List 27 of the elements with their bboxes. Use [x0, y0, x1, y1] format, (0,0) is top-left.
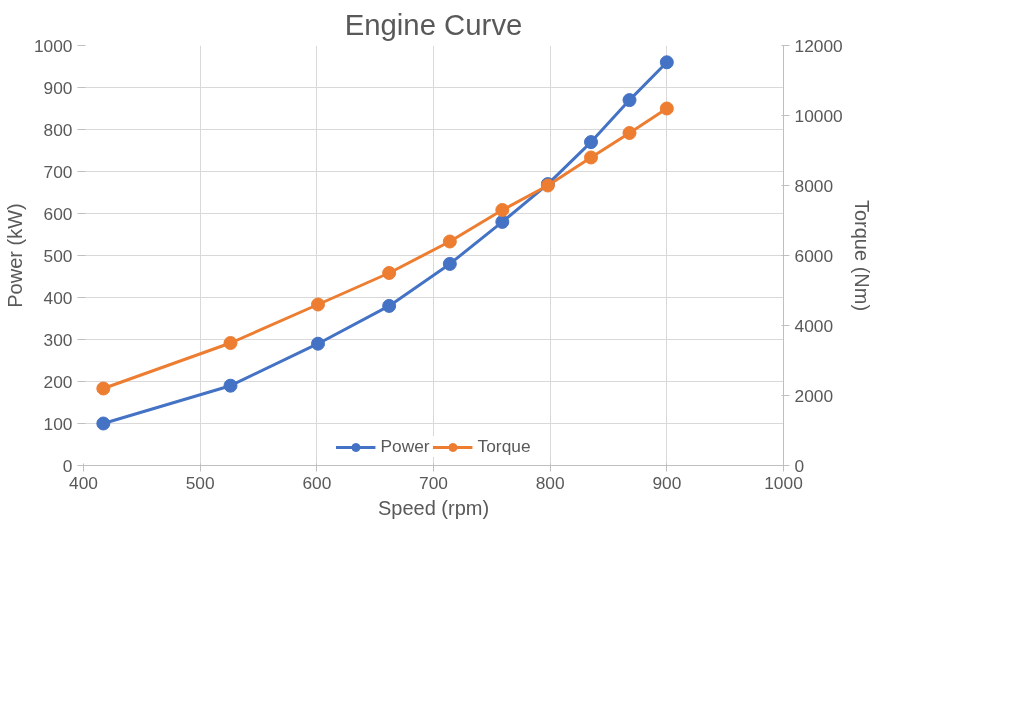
x-tick-label: 800 [535, 472, 565, 493]
y-tick-label: 800 [43, 119, 73, 140]
x-axis-title: Speed (rpm) [377, 496, 490, 519]
y2-tick-label: 6000 [794, 245, 834, 266]
y-tick-label: 500 [43, 245, 73, 266]
y2-tick-label: 12000 [794, 35, 843, 56]
y-tick-label: 700 [43, 161, 73, 182]
y-tick-label: 600 [43, 203, 73, 224]
y-tick-label: 400 [43, 287, 73, 308]
y-axis-title: Power (kW) [3, 203, 26, 308]
y-tick-label: 200 [43, 371, 73, 392]
y-tick-label: 100 [43, 413, 73, 434]
y-tick-label: 300 [43, 329, 73, 350]
chart-title: Engine Curve [344, 7, 523, 41]
y-tick-label: 1000 [33, 35, 73, 56]
y2-axis-title: Torque (Nm) [850, 199, 873, 312]
x-tick-label: 600 [302, 472, 332, 493]
x-tick-label: 900 [652, 472, 682, 493]
y-tick-label: 900 [43, 77, 73, 98]
y2-tick-label: 10000 [794, 105, 843, 126]
y2-tick-label: 2000 [794, 385, 834, 406]
y2-tick-label: 4000 [794, 315, 834, 336]
x-tick-label: 700 [419, 472, 448, 493]
x-tick-label: 500 [185, 472, 215, 493]
y2-tick-label: 8000 [794, 175, 834, 196]
legend-label: Torque [477, 436, 531, 457]
legend-label: Power [380, 436, 430, 457]
